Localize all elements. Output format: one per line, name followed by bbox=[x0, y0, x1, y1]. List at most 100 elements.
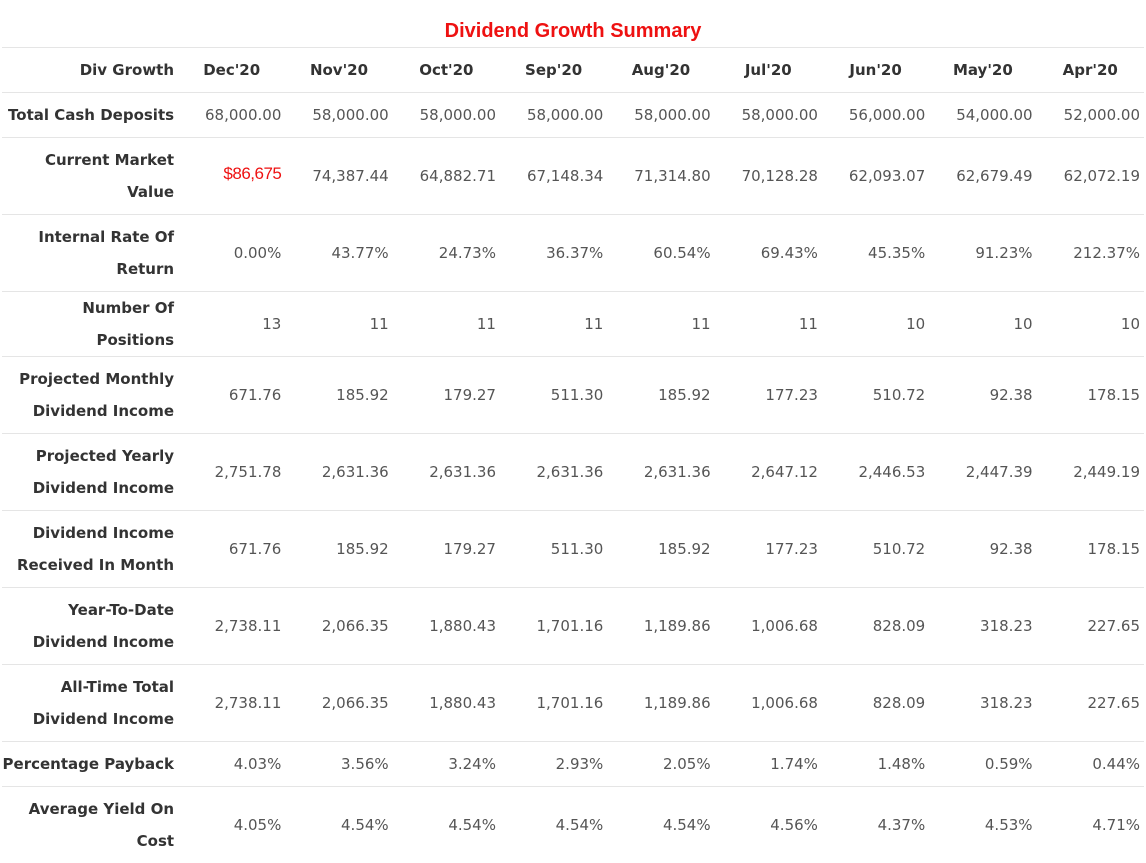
table-cell: 4.54% bbox=[607, 787, 714, 863]
table-cell: 4.56% bbox=[715, 787, 822, 863]
table-cell: 58,000.00 bbox=[607, 93, 714, 138]
table-cell: 71,314.80 bbox=[607, 138, 714, 215]
row-label-line: Dividend Income bbox=[33, 479, 174, 497]
table-cell: 70,128.28 bbox=[715, 138, 822, 215]
table-cell: 69.43% bbox=[715, 215, 822, 292]
table-cell: 318.23 bbox=[929, 665, 1036, 742]
table-cell: 1,701.16 bbox=[500, 665, 607, 742]
table-cell: 4.71% bbox=[1037, 787, 1144, 863]
header-month: Aug'20 bbox=[607, 48, 714, 93]
table-body: Div Growth Dec'20 Nov'20 Oct'20 Sep'20 A… bbox=[2, 48, 1144, 863]
table-cell: 92.38 bbox=[929, 357, 1036, 434]
table-cell: 1,880.43 bbox=[393, 665, 500, 742]
table-cell: 177.23 bbox=[715, 511, 822, 588]
table-cell: 1.48% bbox=[822, 742, 929, 787]
row-label-line: Current Market bbox=[45, 151, 174, 169]
row-label-line: Dividend Income bbox=[33, 633, 174, 651]
table-cell: 179.27 bbox=[393, 511, 500, 588]
row-label: Year-To-Date Dividend Income bbox=[2, 588, 178, 665]
row-label-line: Number Of Positions bbox=[82, 299, 174, 349]
row-label-line: Received In Month bbox=[17, 556, 174, 574]
table-cell: 828.09 bbox=[822, 588, 929, 665]
dividend-summary-table: Div Growth Dec'20 Nov'20 Oct'20 Sep'20 A… bbox=[2, 47, 1144, 863]
row-label-line: Cost bbox=[137, 832, 174, 850]
table-cell: 64,882.71 bbox=[393, 138, 500, 215]
table-cell: 2,631.36 bbox=[500, 434, 607, 511]
table-cell: 4.37% bbox=[822, 787, 929, 863]
table-cell: 43.77% bbox=[285, 215, 392, 292]
table-cell: 671.76 bbox=[178, 357, 285, 434]
table-cell: 60.54% bbox=[607, 215, 714, 292]
table-cell: 2,631.36 bbox=[285, 434, 392, 511]
table-cell: 0.59% bbox=[929, 742, 1036, 787]
table-cell: 1,189.86 bbox=[607, 588, 714, 665]
table-cell: $86,675 bbox=[178, 138, 285, 215]
table-cell: 58,000.00 bbox=[285, 93, 392, 138]
row-label-line: Year-To-Date bbox=[68, 601, 174, 619]
row-label-line: Dividend Income bbox=[33, 524, 174, 542]
header-month: Sep'20 bbox=[500, 48, 607, 93]
table-header-row: Div Growth Dec'20 Nov'20 Oct'20 Sep'20 A… bbox=[2, 48, 1144, 93]
header-month: Jun'20 bbox=[822, 48, 929, 93]
table-cell: 828.09 bbox=[822, 665, 929, 742]
table-cell: 10 bbox=[929, 292, 1036, 357]
table-cell: 0.44% bbox=[1037, 742, 1144, 787]
row-label: Dividend Income Received In Month bbox=[2, 511, 178, 588]
table-cell: 212.37% bbox=[1037, 215, 1144, 292]
table-cell: 62,679.49 bbox=[929, 138, 1036, 215]
table-cell: 11 bbox=[607, 292, 714, 357]
row-label: Percentage Payback bbox=[2, 742, 178, 787]
table-cell: 10 bbox=[1037, 292, 1144, 357]
table-cell: 11 bbox=[715, 292, 822, 357]
table-cell: 62,093.07 bbox=[822, 138, 929, 215]
header-label: Div Growth bbox=[2, 48, 178, 93]
table-cell: 92.38 bbox=[929, 511, 1036, 588]
table-cell: 185.92 bbox=[607, 357, 714, 434]
table-cell: 2,449.19 bbox=[1037, 434, 1144, 511]
table-cell: 2,738.11 bbox=[178, 588, 285, 665]
table-cell: 0.00% bbox=[178, 215, 285, 292]
table-cell: 227.65 bbox=[1037, 665, 1144, 742]
table-cell: 11 bbox=[393, 292, 500, 357]
table-cell: 2,631.36 bbox=[393, 434, 500, 511]
table-cell: 68,000.00 bbox=[178, 93, 285, 138]
table-cell: 2,647.12 bbox=[715, 434, 822, 511]
row-label-line: Percentage Payback bbox=[3, 755, 175, 773]
table-cell: 4.54% bbox=[285, 787, 392, 863]
table-cell: 2.93% bbox=[500, 742, 607, 787]
table-cell: 318.23 bbox=[929, 588, 1036, 665]
table-cell: 4.05% bbox=[178, 787, 285, 863]
table-cell: 13 bbox=[178, 292, 285, 357]
table-cell: 2,631.36 bbox=[607, 434, 714, 511]
table-cell: 1.74% bbox=[715, 742, 822, 787]
row-label-line: Total Cash Deposits bbox=[8, 106, 174, 124]
table-cell: 185.92 bbox=[285, 511, 392, 588]
table-cell: 2,751.78 bbox=[178, 434, 285, 511]
table-cell: 62,072.19 bbox=[1037, 138, 1144, 215]
table-cell: 185.92 bbox=[285, 357, 392, 434]
table-cell: 1,880.43 bbox=[393, 588, 500, 665]
table-cell: 56,000.00 bbox=[822, 93, 929, 138]
table-cell: 45.35% bbox=[822, 215, 929, 292]
row-label-line: Dividend Income bbox=[33, 402, 174, 420]
header-month: Jul'20 bbox=[715, 48, 822, 93]
table-cell: 1,701.16 bbox=[500, 588, 607, 665]
row-label-line: Dividend Income bbox=[33, 710, 174, 728]
table-cell: 2,066.35 bbox=[285, 665, 392, 742]
table-cell: 3.24% bbox=[393, 742, 500, 787]
table-cell: 3.56% bbox=[285, 742, 392, 787]
table-cell: 1,006.68 bbox=[715, 665, 822, 742]
table-cell: 58,000.00 bbox=[393, 93, 500, 138]
table-cell: 179.27 bbox=[393, 357, 500, 434]
table-cell: 2,066.35 bbox=[285, 588, 392, 665]
